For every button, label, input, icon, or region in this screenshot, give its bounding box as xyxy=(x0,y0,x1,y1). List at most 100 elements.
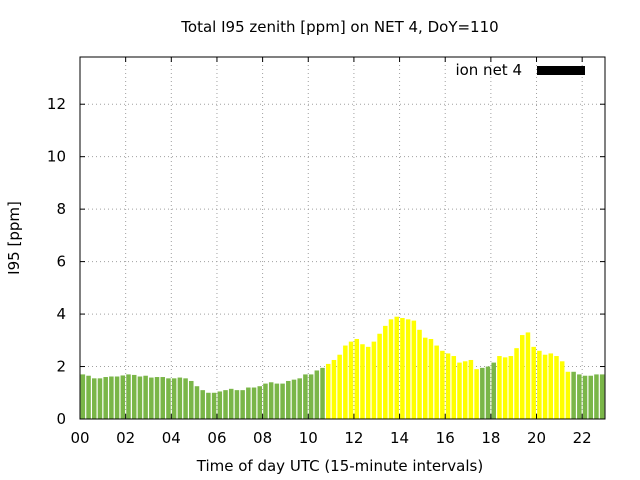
x-tick-label: 22 xyxy=(573,429,592,447)
bar xyxy=(257,386,263,419)
bar xyxy=(303,374,308,419)
x-tick-label: 00 xyxy=(70,429,89,447)
bar xyxy=(183,378,188,419)
bar xyxy=(308,374,314,419)
bar xyxy=(542,354,548,419)
bar xyxy=(520,335,525,419)
bar xyxy=(251,387,257,419)
bar xyxy=(80,374,86,419)
bar xyxy=(599,374,605,419)
bar xyxy=(274,383,280,419)
x-tick-label: 04 xyxy=(162,429,181,447)
bar xyxy=(377,333,382,419)
bar xyxy=(554,356,559,419)
bar xyxy=(189,380,194,419)
bar xyxy=(92,378,97,419)
bar xyxy=(228,388,234,419)
bar xyxy=(171,378,177,419)
bar xyxy=(457,362,462,419)
bar xyxy=(354,338,360,419)
bar xyxy=(154,377,160,419)
bar xyxy=(263,383,268,419)
bar xyxy=(223,390,228,419)
x-tick-label: 20 xyxy=(527,429,546,447)
bar xyxy=(200,390,205,419)
bar xyxy=(445,353,451,419)
bar xyxy=(502,357,508,419)
bar xyxy=(194,386,200,419)
bar xyxy=(240,390,245,419)
y-tick-label: 2 xyxy=(56,358,66,376)
x-tick-label: 02 xyxy=(116,429,135,447)
y-tick-label: 12 xyxy=(47,95,66,113)
bar xyxy=(131,374,137,419)
bar xyxy=(314,370,320,419)
bar xyxy=(531,346,536,419)
bar xyxy=(160,377,165,419)
bar xyxy=(514,348,519,419)
x-tick-label: 18 xyxy=(481,429,500,447)
y-tick-label: 10 xyxy=(47,148,66,166)
bar xyxy=(337,354,342,419)
bar xyxy=(548,353,554,419)
bar xyxy=(565,371,571,419)
bar xyxy=(348,341,354,419)
bar xyxy=(286,380,291,419)
bar xyxy=(280,383,285,419)
bar xyxy=(577,374,582,419)
y-tick-label: 0 xyxy=(56,410,66,428)
bar xyxy=(109,376,114,419)
bar xyxy=(428,338,434,419)
bar xyxy=(383,325,388,419)
y-tick-label: 8 xyxy=(56,200,66,218)
bar xyxy=(588,375,593,419)
plot-frame xyxy=(79,56,606,420)
bar xyxy=(143,375,148,419)
bar xyxy=(440,350,445,419)
y-tick-label: 6 xyxy=(56,253,66,271)
bar xyxy=(411,320,417,419)
bar xyxy=(371,341,377,419)
bar xyxy=(497,356,502,419)
bar xyxy=(388,319,394,419)
bar xyxy=(343,345,348,419)
bar xyxy=(434,345,439,419)
bar xyxy=(491,362,496,419)
bar xyxy=(594,374,599,419)
bar xyxy=(405,319,411,419)
x-tick-label: 12 xyxy=(344,429,363,447)
bar xyxy=(480,367,485,419)
bar xyxy=(120,375,126,419)
bar xyxy=(126,374,131,419)
bar xyxy=(365,346,371,419)
bar xyxy=(206,392,211,419)
x-tick-label: 06 xyxy=(207,429,226,447)
legend: ion net 4 xyxy=(455,61,585,79)
bar xyxy=(211,392,217,419)
bar xyxy=(177,377,183,419)
bar xyxy=(462,361,468,419)
bar xyxy=(291,379,297,419)
legend-label: ion net 4 xyxy=(455,61,522,79)
bar xyxy=(166,378,171,419)
x-tick-label: 16 xyxy=(436,429,455,447)
y-axis-label: I95 [ppm] xyxy=(5,201,23,275)
chart-title: Total I95 zenith [ppm] on NET 4, DoY=110 xyxy=(180,18,498,36)
bar xyxy=(508,356,514,419)
bar xyxy=(86,375,91,419)
bar xyxy=(103,377,108,419)
bar xyxy=(582,375,588,419)
bar xyxy=(114,376,120,419)
bars xyxy=(80,316,605,419)
bar xyxy=(325,363,331,419)
bar xyxy=(474,369,479,419)
bar xyxy=(468,359,474,419)
bar xyxy=(97,378,103,419)
bar xyxy=(331,359,337,419)
bar xyxy=(525,332,531,419)
bar xyxy=(394,316,399,419)
bar xyxy=(400,318,405,419)
grid-lines xyxy=(80,57,605,419)
